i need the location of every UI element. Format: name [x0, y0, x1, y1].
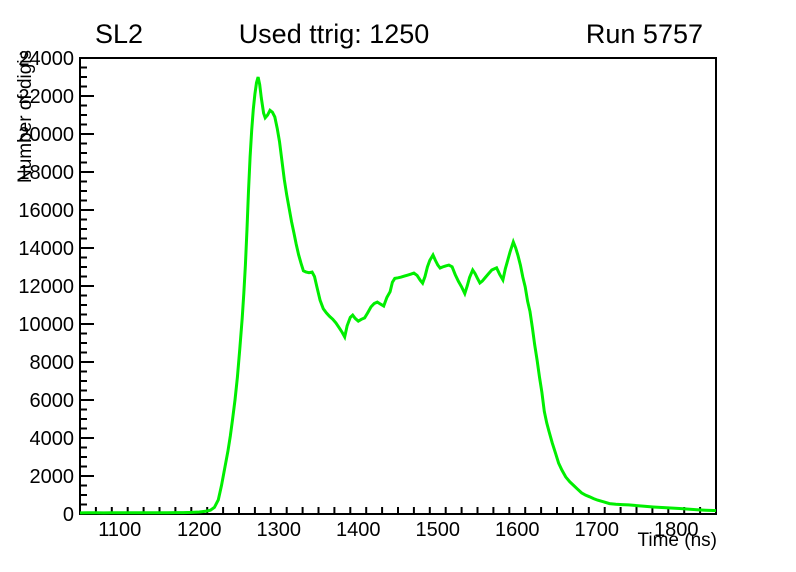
y-tick-label: 4000 [30, 428, 75, 450]
y-tick-label: 18000 [18, 162, 74, 184]
x-tick-label: 1600 [495, 519, 540, 541]
x-tick-label: 1500 [416, 519, 461, 541]
y-tick-label: 22000 [18, 86, 74, 108]
x-tick-label: 1100 [98, 519, 141, 541]
axes-group: 1100 1200 1300 1400 1500 1600 1700 180002000400… [18, 48, 717, 541]
x-tick-label: 1200 [177, 519, 222, 541]
y-tick-label: 10000 [18, 314, 74, 336]
y-tick-label: 8000 [30, 352, 75, 374]
y-tick-label: 14000 [18, 238, 74, 260]
y-tick-label: 20000 [18, 124, 74, 146]
y-tick-label: 6000 [30, 390, 75, 412]
y-tick-label: 12000 [18, 276, 74, 298]
x-tick-label: 1700 [575, 519, 620, 541]
x-tick-label: 1400 [336, 519, 381, 541]
run-number-label: Run 5757 [585, 19, 703, 49]
digi-time-distribution-line [79, 76, 717, 515]
x-axis-title: Time (ns) [637, 530, 717, 551]
x-tick-label: 1300 [257, 519, 302, 541]
x-tick-label: 1800 [654, 519, 699, 541]
y-tick-label: 24000 [18, 48, 74, 70]
plot-frame [79, 57, 717, 515]
y-axis-title: Number of digis [15, 50, 36, 183]
y-tick-label: 0 [63, 504, 74, 526]
used-ttrig-title: Used ttrig: 1250 [238, 19, 430, 49]
superlayer-label: SL2 [95, 19, 144, 49]
y-tick-label: 2000 [30, 466, 75, 488]
y-tick-label: 16000 [18, 200, 74, 222]
